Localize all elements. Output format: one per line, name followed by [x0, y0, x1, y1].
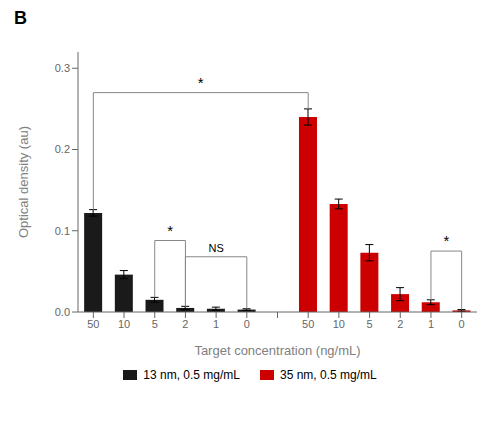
- svg-text:10: 10: [118, 318, 130, 330]
- svg-text:0.3: 0.3: [55, 62, 70, 74]
- svg-text:0: 0: [244, 318, 250, 330]
- html-text:B: B: [14, 8, 27, 28]
- svg-text:NS: NS: [208, 242, 223, 254]
- svg-text:5: 5: [152, 318, 158, 330]
- svg-text:1: 1: [213, 318, 219, 330]
- svg-text:0.1: 0.1: [55, 225, 70, 237]
- svg-text:2: 2: [182, 318, 188, 330]
- html-text:35 nm, 0.5 mg/mL: 35 nm, 0.5 mg/mL: [280, 368, 377, 382]
- svg-text:0: 0: [459, 318, 465, 330]
- svg-text:0.2: 0.2: [55, 143, 70, 155]
- svg-text:*: *: [443, 232, 449, 249]
- svg-text:Optical density (au): Optical density (au): [16, 126, 31, 238]
- svg-text:10: 10: [333, 318, 345, 330]
- svg-text:0.0: 0.0: [55, 306, 70, 318]
- svg-text:*: *: [198, 74, 204, 91]
- svg-text:1: 1: [428, 318, 434, 330]
- svg-text:50: 50: [87, 318, 99, 330]
- svg-text:5: 5: [367, 318, 373, 330]
- svg-text:50: 50: [302, 318, 314, 330]
- html-text:13 nm, 0.5 mg/mL: 13 nm, 0.5 mg/mL: [143, 368, 240, 382]
- svg-text:2: 2: [397, 318, 403, 330]
- svg-text:*: *: [167, 222, 173, 239]
- svg-text:Target concentration (ng/mL): Target concentration (ng/mL): [194, 343, 360, 358]
